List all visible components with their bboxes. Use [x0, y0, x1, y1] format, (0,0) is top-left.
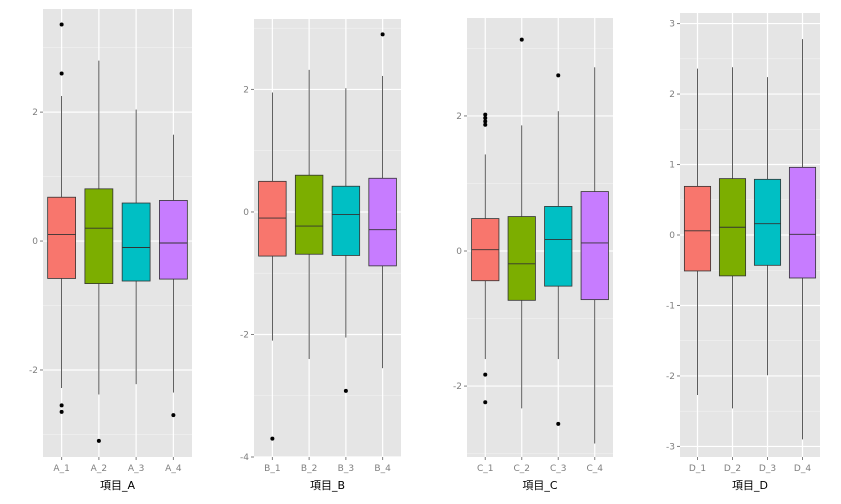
box-body — [159, 200, 188, 280]
x-tick-label: A_3 — [128, 464, 144, 474]
box-body — [544, 206, 573, 287]
x-axis-title: 項目_A — [100, 479, 135, 492]
y-tick-label: 3 — [669, 20, 675, 30]
x-tick-label: A_2 — [91, 464, 107, 474]
box-body — [121, 202, 151, 282]
box-C_4 — [580, 67, 609, 444]
box-body — [788, 166, 817, 279]
y-tick-label: 0 — [669, 231, 675, 241]
y-tick-label: -2 — [666, 372, 675, 382]
panel-2: -4 -2 0 2 B_1 B_2 B_3 B_4 項目_B — [240, 19, 401, 492]
box-body — [331, 185, 361, 256]
x-tick-label: B_1 — [264, 464, 280, 474]
box-body — [258, 180, 287, 257]
panel-1: -2 0 2 A_1 A_2 A_3 A_4 項目_A — [29, 9, 192, 492]
outlier-point — [96, 438, 101, 443]
box-body — [294, 174, 324, 255]
x-tick-label: B_2 — [301, 464, 317, 474]
outlier-point — [483, 372, 488, 377]
x-tick-label: D_2 — [724, 464, 741, 474]
box-A_1 — [47, 22, 76, 414]
box-body — [753, 178, 782, 266]
y-tick-label: 2 — [243, 85, 249, 95]
y-tick-label: -1 — [666, 301, 675, 311]
panel-3: -2 0 2 C_1 C_2 C_3 C_4 項目_C — [453, 18, 613, 492]
outlier-point — [171, 413, 176, 418]
x-tick-label: D_1 — [689, 464, 706, 474]
x-axis-title: 項目_D — [732, 479, 768, 492]
y-tick-label: -2 — [240, 330, 249, 340]
y-tick-label: 2 — [32, 108, 38, 118]
box-B_2 — [294, 69, 324, 359]
box-B_4 — [368, 32, 397, 369]
x-tick-label: D_4 — [794, 464, 811, 474]
box-B_1 — [258, 92, 287, 441]
box-D_1 — [683, 68, 712, 395]
box-A_3 — [121, 109, 151, 385]
box-body — [368, 177, 397, 267]
y-tick-label: 0 — [32, 237, 38, 247]
box-C_3 — [544, 73, 573, 426]
x-axis-title: 項目_C — [522, 479, 557, 492]
outlier-point — [380, 32, 385, 37]
box-body — [580, 191, 609, 301]
outlier-point — [519, 37, 524, 42]
outlier-point — [59, 403, 64, 408]
outlier-point — [59, 409, 64, 414]
outlier-point — [483, 119, 488, 124]
y-tick-label: 1 — [669, 161, 675, 171]
outlier-point — [483, 400, 488, 405]
y-tick-label: 0 — [243, 208, 249, 218]
x-tick-label: C_2 — [513, 464, 530, 474]
outlier-point — [59, 22, 64, 27]
y-tick-label: 2 — [669, 90, 675, 100]
y-tick-label: -2 — [453, 382, 462, 392]
outlier-point — [483, 122, 488, 127]
outlier-point — [270, 436, 275, 441]
box-D_4 — [788, 39, 817, 440]
box-A_2 — [84, 60, 114, 443]
box-body — [84, 188, 114, 285]
y-tick-label: -3 — [666, 442, 675, 452]
box-D_2 — [718, 67, 747, 409]
outlier-point — [556, 421, 561, 426]
box-D_3 — [753, 77, 782, 376]
y-tick-label: -2 — [29, 366, 38, 376]
x-tick-label: A_4 — [165, 464, 182, 474]
x-tick-label: C_1 — [477, 464, 494, 474]
outlier-point — [556, 73, 561, 78]
x-tick-label: B_3 — [338, 464, 354, 474]
outlier-point — [343, 388, 348, 393]
box-C_1 — [471, 112, 500, 405]
y-tick-label: 2 — [456, 112, 462, 122]
outlier-point — [483, 112, 488, 117]
box-C_2 — [507, 37, 536, 409]
x-tick-label: B_4 — [374, 464, 391, 474]
box-body — [507, 216, 536, 301]
x-tick-label: C_3 — [550, 464, 567, 474]
box-A_4 — [159, 134, 188, 418]
x-tick-label: D_3 — [759, 464, 776, 474]
box-body — [47, 196, 76, 279]
x-tick-label: A_1 — [53, 464, 69, 474]
outlier-point — [483, 115, 488, 120]
y-tick-label: 0 — [456, 247, 462, 257]
panel-4: -3 -2 -1 0 1 2 3 D_1 D_2 D_3 D_4 項目_D — [666, 13, 820, 492]
y-tick-label: -4 — [240, 453, 249, 463]
box-body — [683, 185, 712, 272]
box-B_3 — [331, 88, 361, 393]
x-axis-title: 項目_B — [310, 479, 345, 492]
outlier-point — [59, 71, 64, 76]
x-tick-label: C_4 — [586, 464, 603, 474]
